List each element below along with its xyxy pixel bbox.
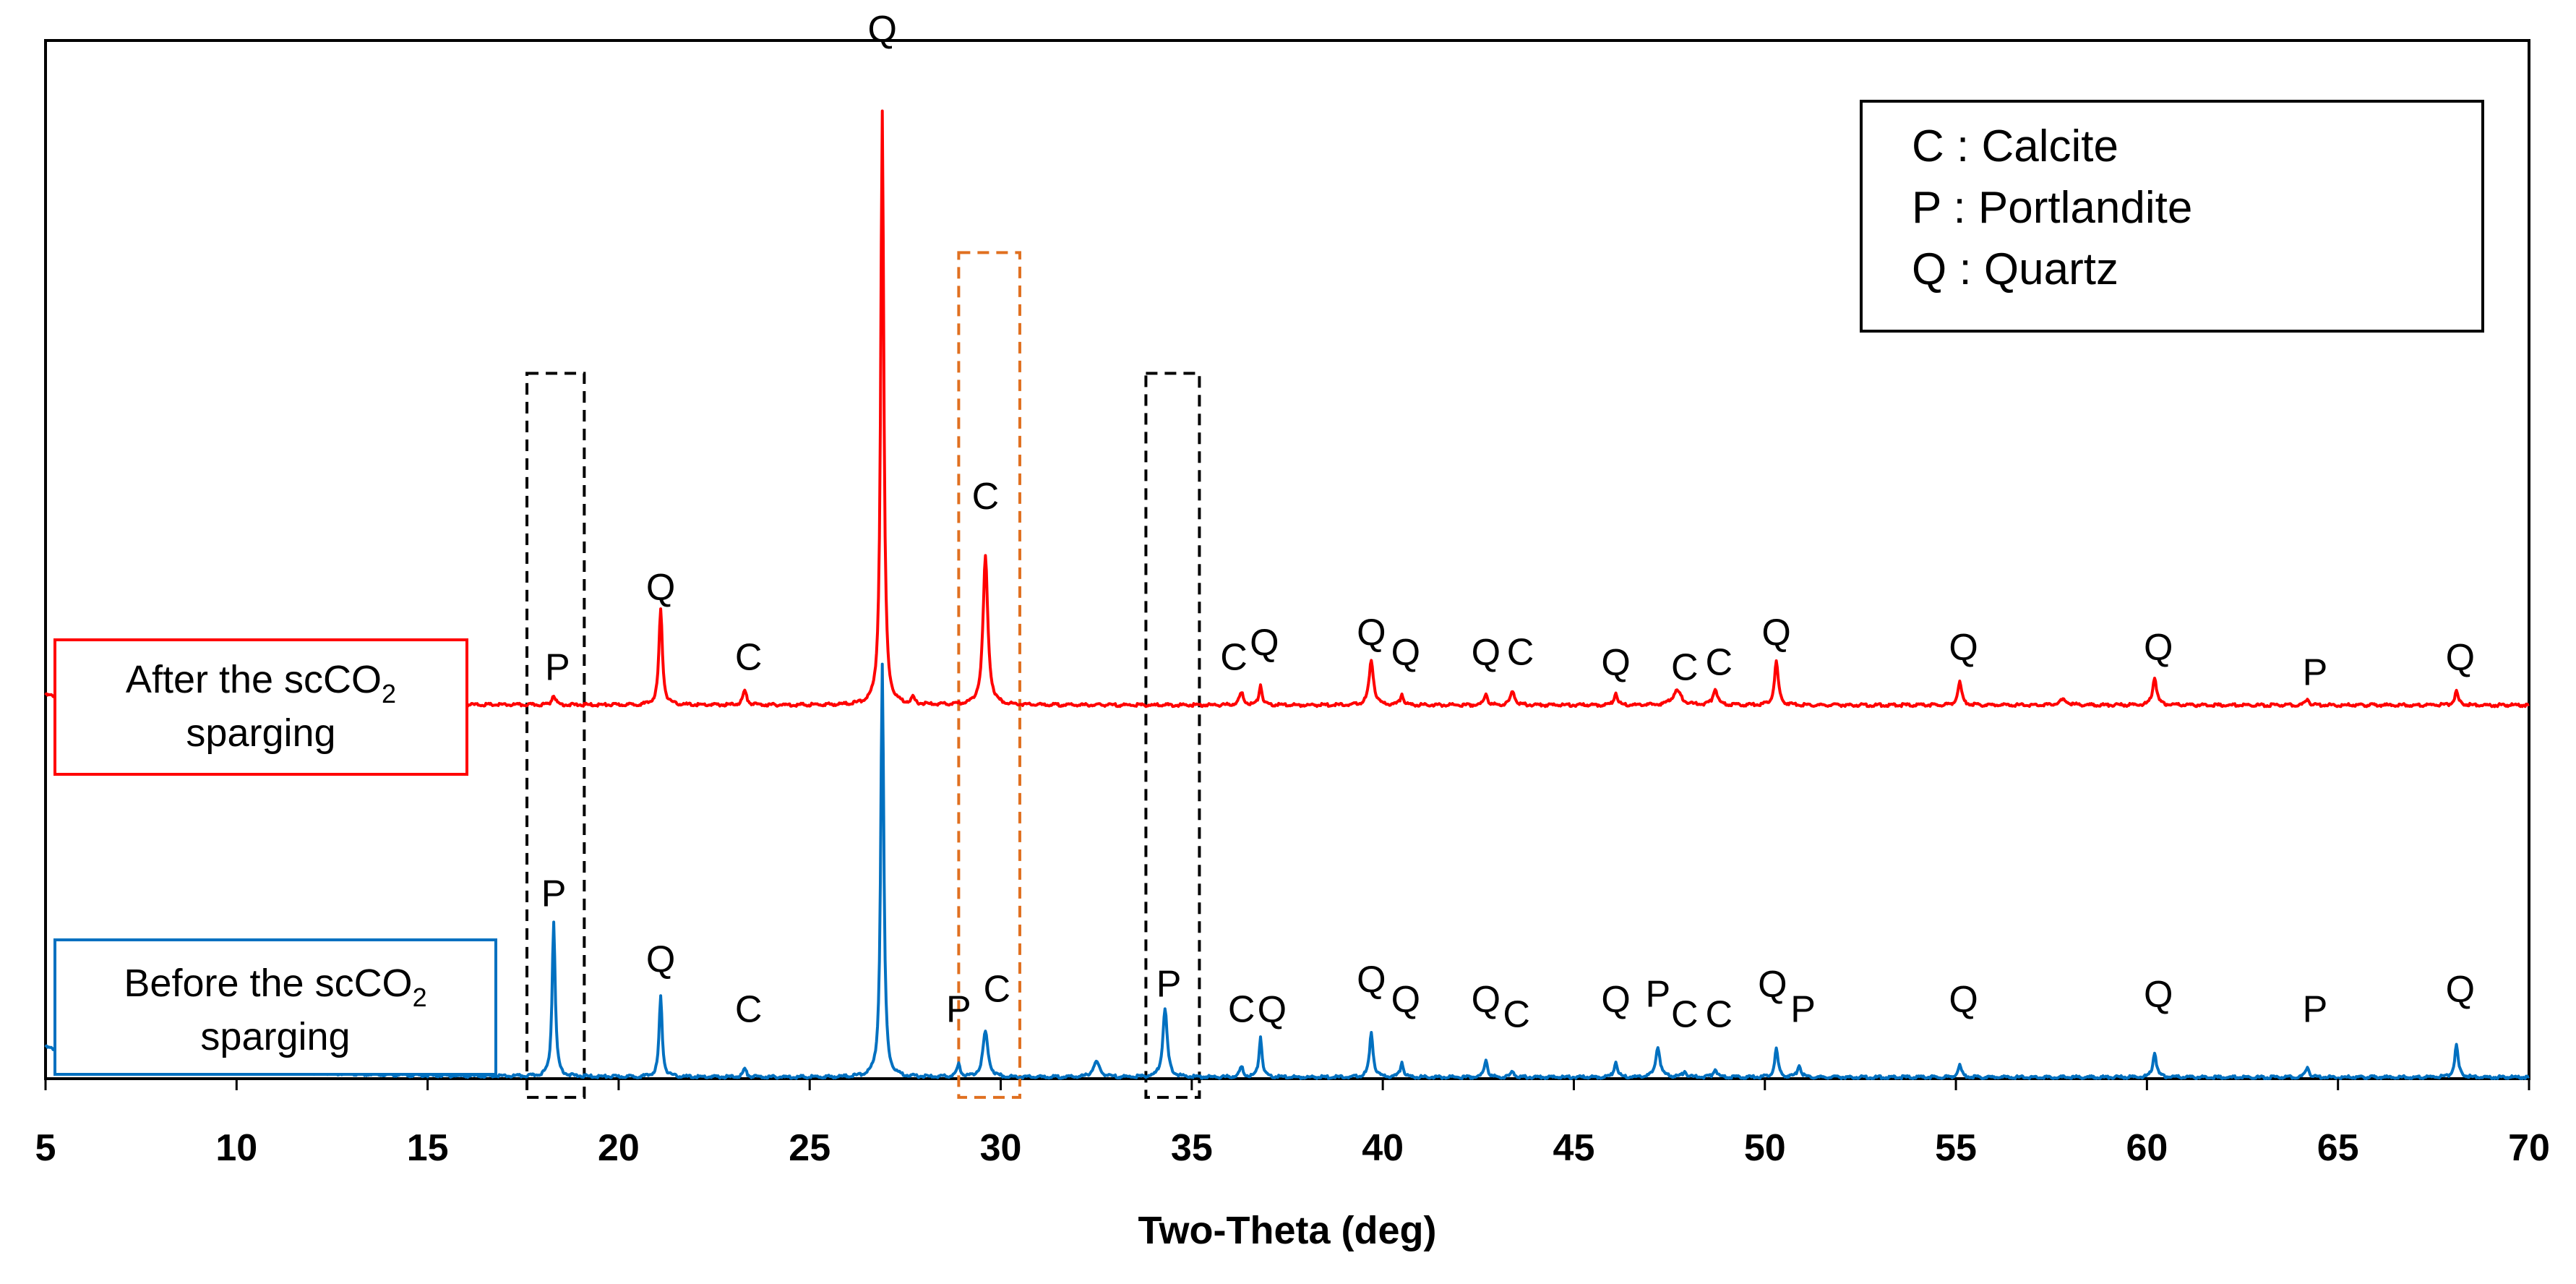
peak-label-7: Q [1357, 612, 1386, 654]
x-tick-label-40: 40 [1362, 1127, 1404, 1169]
x-tick-label-5: 5 [35, 1127, 56, 1169]
x-axis-title: Two-Theta (deg) [1138, 1209, 1437, 1252]
legend-box [1860, 100, 2484, 333]
peak-label-9: Q [1472, 632, 1500, 674]
peak-label-34: C [1706, 994, 1733, 1036]
series-label-before: Before the scCO2 sparging [53, 938, 497, 1076]
peak-label-22: P [946, 989, 971, 1031]
series-label-after-line1: After the scCO2 [126, 658, 396, 709]
peak-label-20: Q [646, 938, 675, 980]
x-tick-label-25: 25 [789, 1127, 830, 1169]
peak-label-3: P [545, 647, 570, 689]
peak-label-24: P [1156, 964, 1182, 1006]
peak-label-11: Q [1601, 642, 1630, 684]
peak-label-17: P [2303, 652, 2328, 694]
highlight-region-0 [525, 372, 586, 1099]
peak-label-40: Q [2446, 969, 2475, 1011]
peak-label-14: Q [1761, 612, 1790, 654]
x-tick-label-70: 70 [2508, 1127, 2550, 1169]
peak-label-25: C [1228, 989, 1255, 1031]
peak-label-6: Q [1250, 622, 1279, 664]
peak-label-15: Q [1949, 627, 1978, 669]
peak-label-23: C [984, 969, 1011, 1011]
x-tick-label-10: 10 [215, 1127, 257, 1169]
peak-label-36: P [1790, 989, 1816, 1031]
peak-label-0: Q [867, 8, 896, 50]
peak-label-28: Q [1391, 979, 1420, 1021]
peak-label-10: C [1507, 632, 1534, 674]
peak-label-39: P [2303, 989, 2328, 1031]
x-tick-label-45: 45 [1553, 1127, 1595, 1169]
x-axis-ticks: 5 10 15 20 25 30 35 40 45 50 55 60 65 70 [35, 1079, 2550, 1169]
peak-label-16: Q [2144, 627, 2173, 669]
highlight-regions [525, 251, 1201, 1099]
peak-label-2: Q [646, 566, 675, 608]
series-label-before-line2: sparging [200, 1015, 350, 1058]
peak-label-19: P [541, 873, 567, 915]
peak-label-35: Q [1758, 964, 1787, 1006]
peak-label-8: Q [1391, 632, 1420, 674]
x-tick-label-15: 15 [407, 1127, 449, 1169]
peak-label-4: C [735, 637, 763, 679]
peak-label-18: Q [2446, 637, 2475, 679]
peak-label-5: C [1220, 637, 1248, 679]
legend-entry-calcite: C : Calcite [1912, 121, 2118, 171]
peak-label-1: C [972, 476, 1000, 518]
x-tick-label-50: 50 [1744, 1127, 1786, 1169]
series-label-after-line2: sparging [186, 711, 335, 755]
x-tick-label-65: 65 [2317, 1127, 2359, 1169]
peak-label-32: P [1645, 974, 1670, 1016]
peak-label-38: Q [2144, 974, 2173, 1016]
peak-label-37: Q [1949, 979, 1978, 1021]
series-label-before-box [53, 938, 497, 1076]
series-label-before-line1: Before the scCO2 [124, 962, 426, 1012]
legend-entry-quartz: Q : Quartz [1912, 244, 2118, 294]
peak-label-29: Q [1472, 979, 1500, 1021]
peak-label-31: Q [1601, 979, 1630, 1021]
legend-entry-portlandite: P : Portlandite [1912, 183, 2192, 233]
x-tick-label-35: 35 [1171, 1127, 1213, 1169]
peak-label-13: C [1706, 642, 1733, 684]
x-tick-label-30: 30 [980, 1127, 1022, 1169]
highlight-region-2 [1144, 372, 1201, 1099]
peak-label-12: C [1671, 647, 1699, 689]
legend: C : Calcite P : Portlandite Q : Quartz [1860, 100, 2484, 333]
peak-label-27: Q [1357, 959, 1386, 1001]
x-tick-label-60: 60 [2126, 1127, 2168, 1169]
peak-label-26: Q [1258, 989, 1287, 1031]
series-label-after-box [53, 638, 468, 776]
peak-label-30: C [1503, 994, 1530, 1036]
x-tick-label-55: 55 [1935, 1127, 1977, 1169]
peak-label-33: C [1671, 994, 1699, 1036]
series-label-after: After the scCO2 sparging [53, 638, 468, 776]
x-tick-label-20: 20 [598, 1127, 640, 1169]
peak-label-21: C [735, 989, 763, 1031]
